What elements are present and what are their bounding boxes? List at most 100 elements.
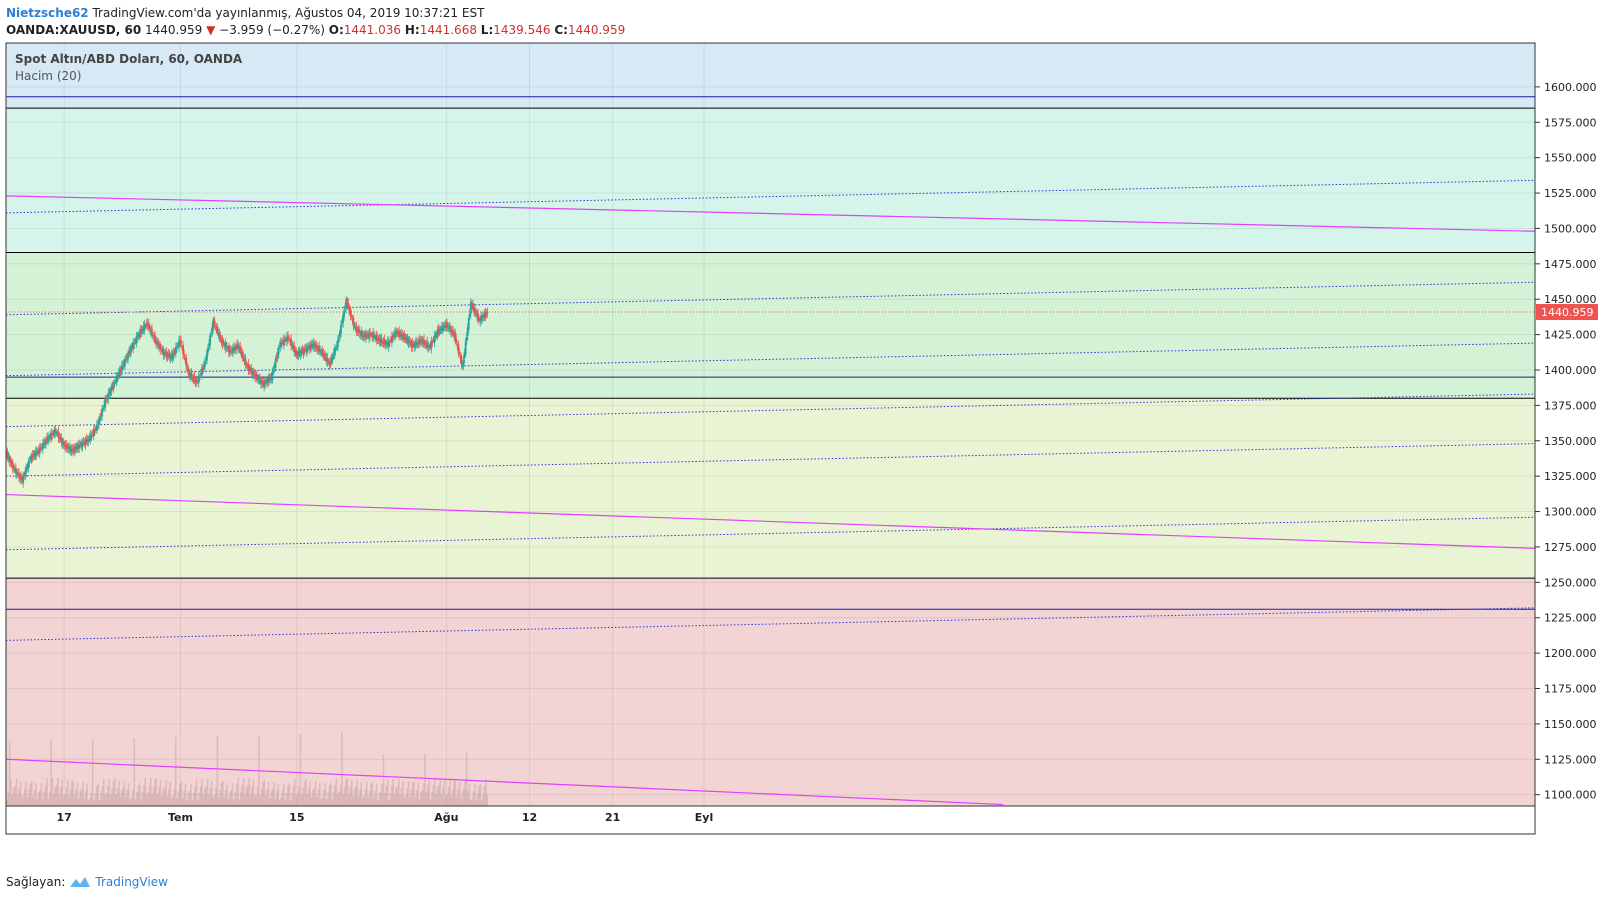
volume-bar — [331, 799, 334, 806]
candle-body — [41, 443, 44, 450]
candle-body — [299, 351, 302, 355]
volume-bar — [33, 790, 36, 806]
candle-body — [79, 444, 82, 446]
volume-bar — [145, 794, 148, 806]
candle-body — [135, 336, 138, 344]
candle-body — [216, 326, 219, 334]
candle-body — [164, 353, 167, 355]
candle-body — [241, 351, 244, 357]
candle-body — [71, 448, 73, 452]
candle-body — [39, 447, 42, 449]
volume-bar — [215, 788, 217, 806]
candle-body — [269, 377, 272, 380]
volume-bar — [385, 786, 388, 806]
volume-bar — [415, 790, 418, 806]
candle-body — [117, 373, 120, 377]
volume-bar — [93, 800, 95, 806]
price-chart[interactable]: 1100.000 1125.000 1150.000 1175.000 1200.000… — [0, 0, 1604, 870]
volume-bar — [338, 792, 340, 806]
volume-bar — [98, 800, 101, 806]
candle-body — [472, 303, 474, 310]
candle-body — [22, 476, 25, 483]
legend-volume: Hacim (20) — [15, 69, 81, 83]
volume-bar — [89, 798, 91, 806]
candle-body — [162, 348, 165, 355]
volume-bar — [53, 794, 55, 806]
volume-bar — [429, 799, 432, 806]
volume-bar — [461, 791, 464, 806]
volume-bar — [357, 796, 360, 806]
candle-body — [317, 347, 320, 351]
volume-bar — [151, 794, 154, 806]
volume-bar — [252, 780, 255, 806]
volume-bar — [122, 788, 124, 806]
candle-body — [477, 313, 479, 321]
candle-body — [236, 344, 239, 349]
candle-body — [295, 350, 298, 356]
candle-body — [423, 339, 425, 345]
volume-bar — [198, 793, 201, 806]
volume-bar — [86, 784, 88, 806]
candle-body — [406, 336, 409, 343]
volume-bar — [65, 787, 68, 806]
candle-body — [319, 350, 322, 352]
volume-bar — [24, 788, 26, 806]
quote-line: OANDA:XAUUSD, 60 1440.959 ▼ −3.959 (−0.2… — [6, 22, 625, 39]
price-tick-label: 1525.000 — [1544, 187, 1597, 200]
volume-bar — [202, 795, 205, 806]
volume-bar — [422, 783, 425, 806]
candle-body — [382, 341, 385, 345]
candle-body — [155, 340, 157, 344]
candle-body — [106, 396, 109, 400]
channel-lines — [5, 179, 1536, 641]
volume-bar — [370, 784, 372, 806]
volume-bar — [169, 782, 172, 806]
author-link[interactable]: Nietzsche62 — [6, 6, 89, 20]
candle-body — [409, 340, 412, 345]
candle-body — [276, 352, 279, 358]
candle-body — [37, 449, 40, 453]
candle-body — [70, 448, 72, 453]
candle-body — [157, 342, 160, 346]
candle-body — [186, 367, 189, 369]
candle-body — [217, 332, 220, 335]
candle-body — [168, 355, 171, 357]
candle-body — [90, 434, 93, 436]
volume-bar — [458, 782, 461, 806]
volume-bar — [72, 780, 75, 806]
price-tick-label: 1475.000 — [1544, 258, 1597, 271]
volume-bar — [138, 783, 141, 806]
volume-bar — [51, 778, 54, 806]
candle-body — [28, 461, 31, 463]
volume-bar — [409, 797, 411, 806]
volume-bar — [263, 780, 266, 806]
candle-body — [111, 385, 114, 388]
volume-bar — [61, 780, 63, 806]
candle-body — [24, 470, 27, 477]
volume-bar — [108, 779, 111, 806]
candle-body — [386, 341, 389, 347]
volume-bar — [134, 799, 137, 806]
candle-body — [193, 375, 196, 383]
volume-bar — [80, 789, 83, 806]
candle-body — [147, 322, 150, 330]
volume-bar — [282, 784, 285, 806]
volume-bar — [403, 797, 406, 806]
volume-bar — [424, 754, 426, 806]
candle-body — [87, 438, 90, 442]
volume-bar — [42, 799, 44, 806]
candle-body — [85, 438, 88, 443]
volume-bar — [251, 787, 253, 806]
channel-line — [5, 516, 1536, 551]
candle-body — [314, 344, 316, 349]
candle-body — [432, 340, 435, 342]
tradingview-link[interactable]: TradingView — [95, 875, 168, 889]
volume-bar — [226, 783, 228, 806]
volume-bar — [101, 786, 104, 806]
candle-body — [306, 346, 309, 350]
candle-body — [185, 357, 188, 367]
candle-body — [405, 338, 408, 340]
volume-bar — [418, 799, 421, 806]
candle-body — [213, 318, 216, 327]
candle-body — [422, 340, 424, 345]
